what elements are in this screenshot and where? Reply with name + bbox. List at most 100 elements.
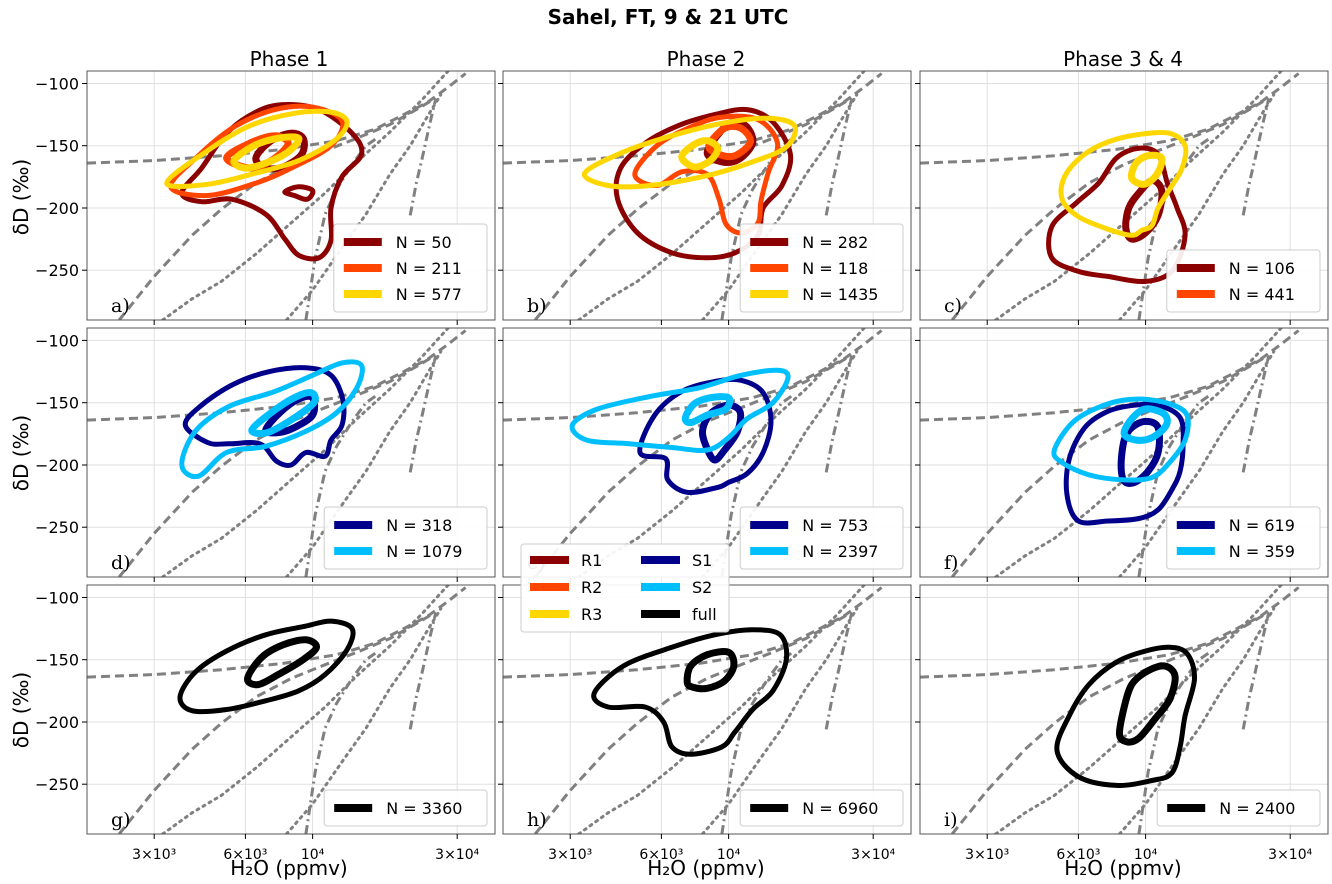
contour-full — [1115, 662, 1179, 746]
x-axis-label-col-3: H₂O (ppmv) — [1064, 856, 1181, 880]
reference-curve-dashdot — [304, 392, 380, 577]
panel-label-c: c) — [944, 295, 962, 317]
contour-s2 — [1051, 396, 1191, 483]
reference-curve-dashed — [920, 329, 1300, 422]
x-axis-label-col-2: H₂O (ppmv) — [647, 856, 764, 880]
reference-curve-dotted — [577, 585, 866, 834]
panel-plot-area — [920, 585, 1300, 834]
panel-frame — [86, 584, 496, 835]
x-tick-label: 6×10³ — [1056, 847, 1100, 863]
y-tick-label: −150 — [35, 651, 79, 670]
reference-curve-dashdot — [824, 98, 854, 216]
panels-grid: −100 −150 −200 −250 a) N = 50 N = 211 N = 577 b)… — [35, 70, 1329, 863]
y-tick-label: −250 — [35, 518, 79, 537]
reference-curve-dashed — [534, 355, 850, 577]
x-axis-label-col-1: H₂O (ppmv) — [230, 856, 347, 880]
reference-curve-dashdot — [824, 612, 854, 730]
y-tick-label: −200 — [35, 456, 79, 475]
x-tick-label: 10⁴ — [301, 847, 325, 863]
y-axis-label-row-3: δD (‰) — [9, 672, 33, 748]
legend-count-label: N = 118 — [802, 259, 868, 278]
reference-curve-dotted — [701, 350, 859, 577]
contour-r1 — [1046, 145, 1188, 285]
legend-count-label: N = 1435 — [802, 285, 878, 304]
reference-curve-dotted — [285, 607, 443, 834]
panel-frame — [919, 584, 1329, 835]
contour-s2 — [179, 359, 365, 480]
panel-legend-i: N = 2400 — [1156, 789, 1321, 827]
y-tick-label: −200 — [35, 713, 79, 732]
reference-curve-dotted — [577, 71, 866, 320]
reference-curve-dashdot — [1241, 98, 1271, 216]
reference-curve-dashed — [534, 612, 850, 834]
contour-full — [177, 618, 356, 715]
contour-s2 — [1120, 405, 1171, 444]
panel-label-h: h) — [527, 809, 547, 831]
reference-curve-dotted — [161, 328, 450, 577]
legend-count-label: N = 619 — [1229, 516, 1295, 535]
reference-curve-dashdot — [720, 649, 796, 834]
reference-curve-dashdot — [408, 612, 438, 730]
reference-curve-dashed — [951, 612, 1267, 834]
panel-legend-c: N = 106 N = 441 — [1166, 249, 1321, 313]
legend-count-label: N = 211 — [396, 259, 462, 278]
y-tick-label: −200 — [35, 199, 79, 218]
contour-full — [244, 636, 320, 689]
reference-curve-dotted — [161, 71, 450, 320]
panel-frame — [86, 70, 496, 321]
y-tick-label: −100 — [35, 75, 79, 94]
x-tick-label: 3×10³ — [548, 847, 592, 863]
legend-count-label: N = 282 — [802, 233, 868, 252]
x-tick-label: 3×10³ — [132, 847, 176, 863]
panel-plot-area — [87, 585, 467, 834]
contour-s1 — [1063, 401, 1186, 526]
contour-r1 — [282, 184, 316, 202]
legend-count-label: N = 50 — [396, 233, 452, 252]
contour-r1 — [613, 106, 794, 261]
panel-g: −100 −150 −200 −250 3×10³ 6×10³ 10⁴ 3×10⁴ g) N = … — [35, 584, 496, 863]
legend-frame — [323, 789, 488, 827]
reference-curve-dashdot — [1241, 612, 1271, 730]
y-axis-label-row-2: δD (‰) — [9, 415, 33, 491]
reference-curve-dashdot — [824, 355, 854, 473]
panel-legend-g: N = 3360 — [323, 789, 488, 827]
reference-curve-dashed — [920, 586, 1300, 679]
y-tick-label: −250 — [35, 775, 79, 794]
panel-frame — [919, 327, 1329, 578]
reference-curve-dashed — [951, 98, 1267, 320]
panel-plot-area — [87, 328, 467, 577]
panel-legend-h: N = 6960 — [739, 789, 904, 827]
contour-r3 — [678, 137, 722, 171]
x-tick-label: 3×10⁴ — [1268, 847, 1312, 863]
contour-s2 — [569, 367, 791, 453]
panel-label-b: b) — [527, 295, 547, 317]
x-tick-label: 6×10³ — [223, 847, 267, 863]
panel-b: b) N = 282 N = 118 N = 1435 — [498, 70, 912, 325]
legend-label-s2: S2 — [692, 578, 712, 597]
contour-full — [683, 648, 738, 693]
panel-legend-a: N = 50 N = 211 N = 577 — [333, 223, 488, 313]
contour-r3 — [1127, 151, 1166, 188]
contour-s1 — [182, 365, 347, 468]
contour-s2 — [681, 393, 734, 427]
contour-full — [591, 627, 790, 757]
contour-r1 — [179, 102, 365, 262]
reference-curve-dashdot — [720, 392, 796, 577]
reference-curve-dotted — [701, 93, 859, 320]
contour-full — [1054, 644, 1198, 788]
contour-r3 — [1058, 129, 1189, 238]
reference-curve-dotted — [994, 328, 1283, 577]
panel-plot-area — [920, 328, 1300, 577]
legend-count-label: N = 441 — [1229, 285, 1295, 304]
reference-curve-dashdot — [1241, 355, 1271, 473]
y-tick-label: −150 — [35, 137, 79, 156]
col-title-phase-2: Phase 2 — [667, 47, 746, 71]
y-tick-label: −100 — [35, 331, 79, 350]
legend-label-full: full — [692, 605, 717, 624]
reference-curve-dotted — [701, 607, 859, 834]
panel-plot-area — [503, 328, 883, 577]
col-title-phase-1: Phase 1 — [250, 47, 329, 71]
panel-legend-e: N = 753 N = 2397 — [739, 506, 904, 570]
